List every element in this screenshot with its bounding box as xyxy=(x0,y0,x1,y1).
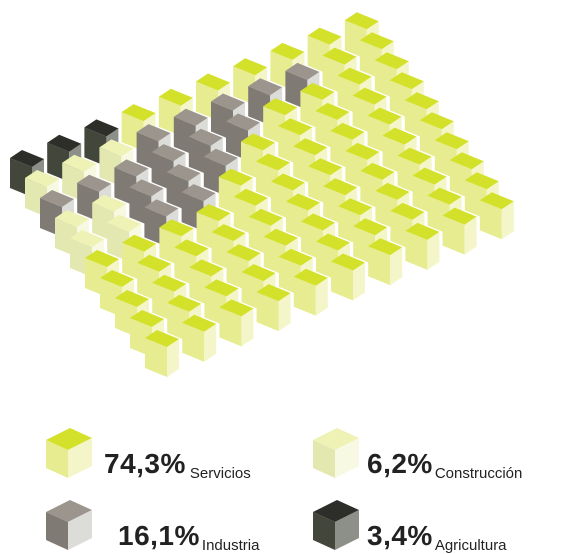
legend-item-agricultura: 3,4% Agricultura xyxy=(313,500,507,554)
cube-servicios xyxy=(331,253,365,301)
cube-servicios xyxy=(219,299,254,347)
cube-servicios xyxy=(145,330,179,377)
legend-value-agricultura: 3,4% xyxy=(367,520,433,551)
legend-value-construccion: 6,2% xyxy=(367,448,433,479)
legend-cube-industria xyxy=(46,500,92,550)
cube-servicios xyxy=(256,284,291,332)
cube-servicios xyxy=(368,238,403,286)
legend-value-servicios: 74,3% xyxy=(104,448,186,479)
legend-cube-agricultura xyxy=(313,500,359,550)
cube-servicios xyxy=(442,207,477,255)
legend-label-agricultura: Agricultura xyxy=(434,537,507,554)
legend-label-construccion: Construcción xyxy=(434,465,523,482)
cube-servicios xyxy=(293,268,328,316)
legend-value-industria: 16,1% xyxy=(118,520,200,551)
legend-cube-construccion xyxy=(313,428,359,478)
cube-servicios xyxy=(182,314,217,362)
legend-cube-servicios xyxy=(46,428,92,478)
legend-label-industria: Industria xyxy=(201,537,260,554)
cube-servicios xyxy=(405,222,440,270)
legend-item-construccion: 6,2% Construcción xyxy=(313,428,523,482)
legend-item-servicios: 74,3% Servicios xyxy=(46,428,251,482)
cube-servicios xyxy=(479,192,514,240)
legend-label-servicios: Servicios xyxy=(189,465,251,482)
legend-item-industria: 16,1% Industria xyxy=(46,500,260,554)
waffle-cube-grid xyxy=(10,12,514,377)
